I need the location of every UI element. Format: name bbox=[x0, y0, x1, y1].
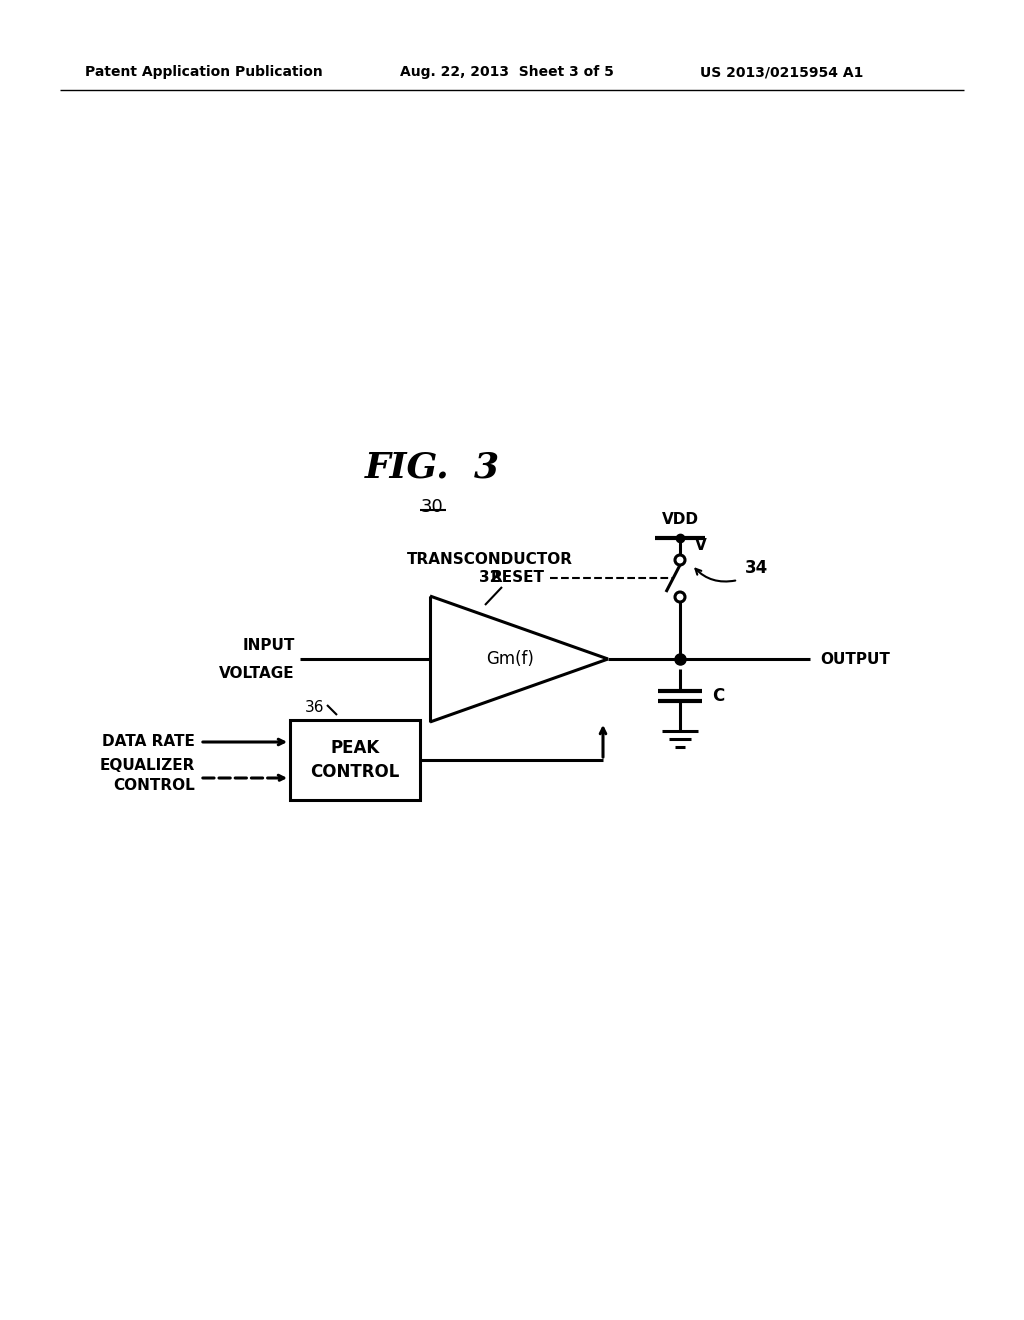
Text: DATA RATE: DATA RATE bbox=[102, 734, 195, 750]
Text: VOLTAGE: VOLTAGE bbox=[219, 665, 295, 681]
Text: CONTROL: CONTROL bbox=[310, 763, 399, 781]
Text: RESET: RESET bbox=[490, 570, 545, 586]
Text: CONTROL: CONTROL bbox=[114, 779, 195, 793]
Text: US 2013/0215954 A1: US 2013/0215954 A1 bbox=[700, 65, 863, 79]
Text: C: C bbox=[712, 686, 724, 705]
Text: OUTPUT: OUTPUT bbox=[820, 652, 890, 667]
Text: PEAK: PEAK bbox=[331, 739, 380, 756]
Text: INPUT: INPUT bbox=[243, 638, 295, 652]
Text: 34: 34 bbox=[745, 558, 768, 577]
Text: V: V bbox=[695, 539, 707, 553]
Text: 36: 36 bbox=[305, 701, 325, 715]
Text: 32: 32 bbox=[479, 570, 501, 586]
Text: VDD: VDD bbox=[662, 512, 698, 528]
Text: 30: 30 bbox=[421, 498, 443, 516]
Text: EQUALIZER: EQUALIZER bbox=[99, 759, 195, 774]
Text: TRANSCONDUCTOR: TRANSCONDUCTOR bbox=[407, 553, 573, 568]
Text: Gm(f): Gm(f) bbox=[486, 649, 534, 668]
Text: Aug. 22, 2013  Sheet 3 of 5: Aug. 22, 2013 Sheet 3 of 5 bbox=[400, 65, 613, 79]
Bar bbox=[290, 719, 420, 800]
Text: Patent Application Publication: Patent Application Publication bbox=[85, 65, 323, 79]
Text: FIG.  3: FIG. 3 bbox=[365, 451, 500, 484]
